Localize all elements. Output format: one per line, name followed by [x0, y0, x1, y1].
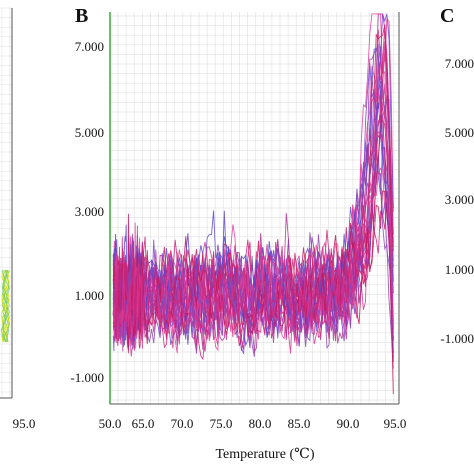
panel-c-y-tick-label: -1.000	[440, 331, 474, 346]
panel-b-trace	[112, 190, 394, 395]
panel-b-trace	[112, 48, 394, 358]
panel-c-y-tick-label: 3.000	[445, 192, 474, 207]
panel-b-x-tick-label: 85.0	[288, 416, 311, 431]
panel-b: B 7.000 5.000 3.000 1.000 -1.000 50.0 65.0 70.…	[70, 5, 406, 462]
panel-b-x-tick-label: 90.0	[337, 416, 360, 431]
panel-b-y-tick-label: 5.000	[75, 125, 104, 140]
panel-b-x-tick-label: 75.0	[210, 416, 233, 431]
panel-a-x-tick: 95.0	[13, 416, 36, 431]
panel-b-label: B	[75, 5, 88, 27]
panel-c: C 7.000 5.000 3.000 1.000 -1.000	[440, 5, 474, 346]
panel-b-traces	[112, 13, 394, 395]
panel-b-x-ticks: 50.0 65.0 70.0 75.0 80.0 85.0 90.0 95.0	[99, 416, 407, 431]
panel-b-y-tick-label: 1.000	[75, 288, 104, 303]
panel-a: 95.0	[0, 0, 35, 431]
panel-c-y-ticks: 7.000 5.000 3.000 1.000 -1.000	[440, 56, 474, 346]
panel-a-trace	[0, 269, 11, 343]
panel-b-x-tick-label: 70.0	[171, 416, 194, 431]
panel-c-y-tick-label: 5.000	[445, 125, 474, 140]
panel-b-x-tick-label: 95.0	[384, 416, 407, 431]
panel-c-y-tick-label: 1.000	[445, 262, 474, 277]
panel-b-y-tick-label: -1.000	[70, 370, 104, 385]
panel-b-x-tick-label: 80.0	[249, 416, 272, 431]
panel-b-x-tick-label: 50.0	[99, 416, 122, 431]
panel-a-gridlines	[0, 7, 12, 398]
panel-b-x-axis-label: Temperature (℃)	[215, 447, 314, 462]
panel-a-traces	[0, 269, 11, 343]
panel-b-y-tick-label: 7.000	[75, 39, 104, 54]
panel-c-y-tick-label: 7.000	[445, 56, 474, 71]
panel-c-label: C	[440, 5, 454, 27]
panel-b-y-tick-label: 3.000	[75, 204, 104, 219]
panel-b-trace	[112, 112, 394, 349]
panel-b-trace	[112, 43, 394, 340]
panel-b-x-tick-label: 65.0	[132, 416, 155, 431]
panel-a-trace	[2, 269, 9, 343]
panel-b-trace	[112, 26, 394, 361]
panel-b-y-ticks: 7.000 5.000 3.000 1.000 -1.000	[70, 39, 104, 385]
